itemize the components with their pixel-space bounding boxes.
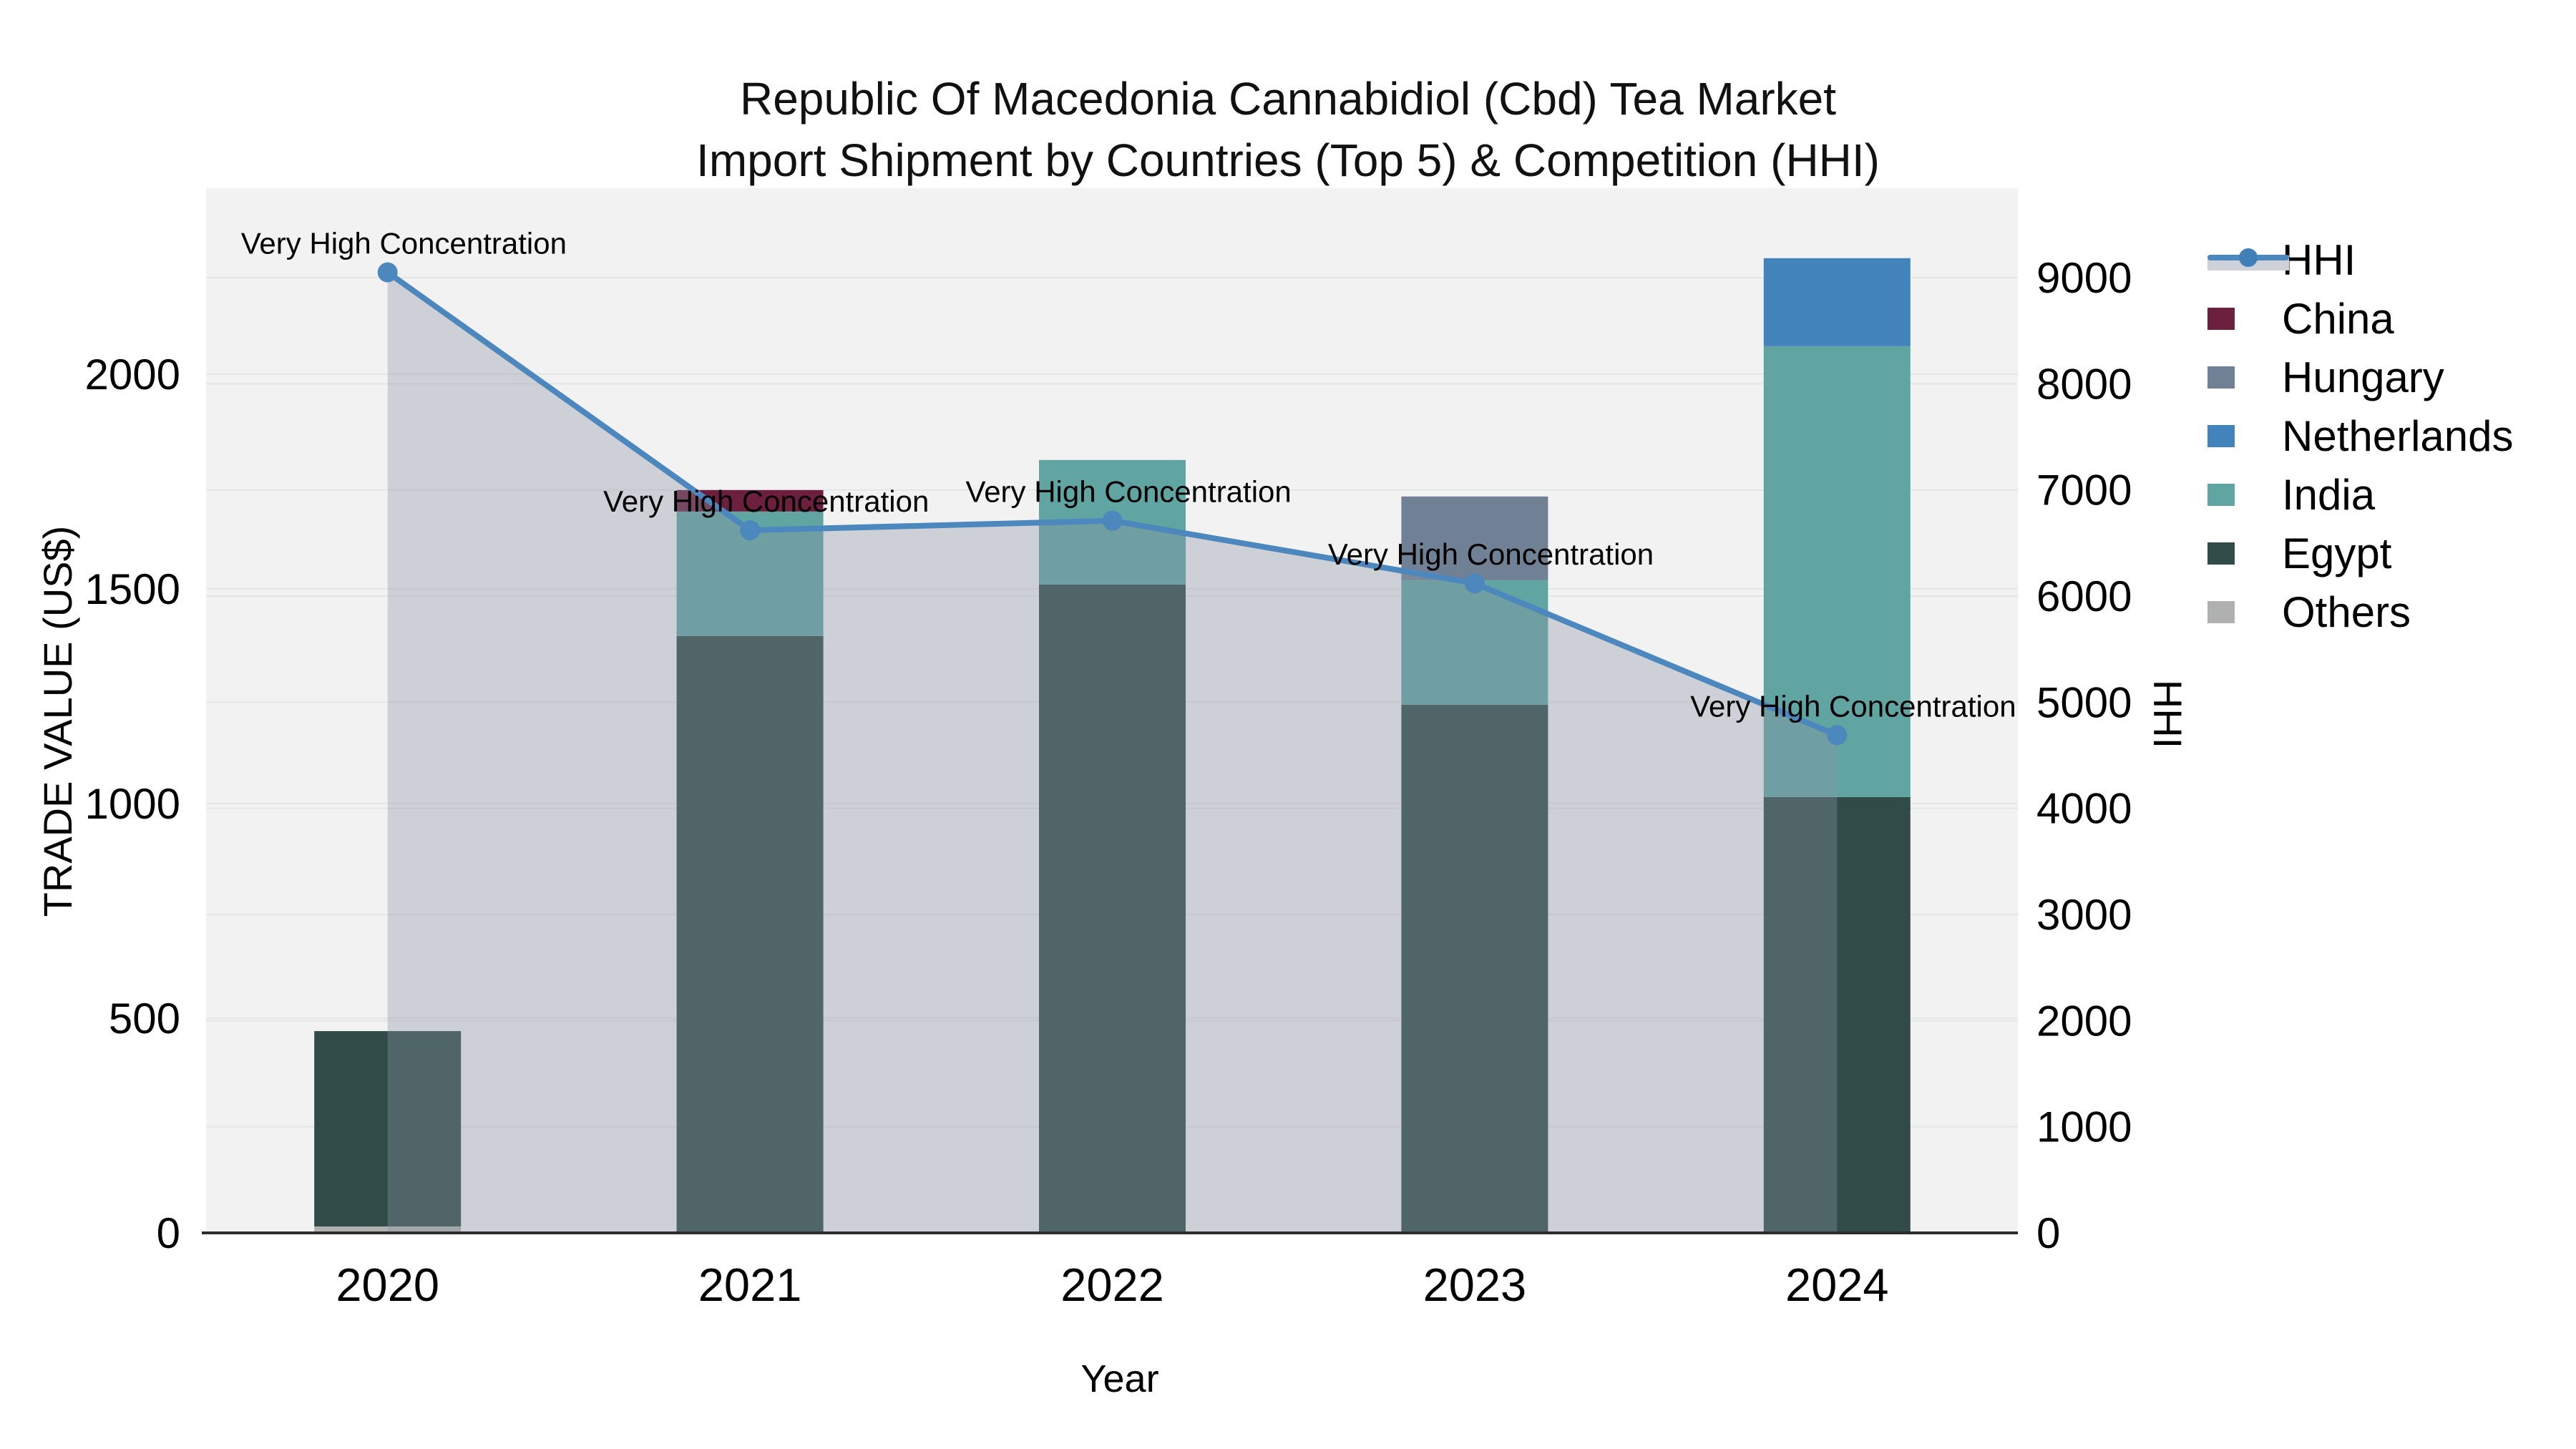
left-tick-1000: 1000 (85, 780, 180, 828)
bar-segment-india-2024 (1763, 346, 1911, 797)
right-tick-2000: 2000 (2036, 997, 2132, 1045)
x-tick-2023: 2023 (1423, 1259, 1527, 1311)
legend-label-egypt: Egypt (2282, 529, 2392, 577)
bar-segment-others-2020 (314, 1226, 462, 1233)
hhi-marker-2023 (1464, 573, 1485, 594)
legend-item-netherlands: Netherlands (2207, 406, 2514, 465)
x-tick-2021: 2021 (698, 1259, 802, 1311)
legend-item-others: Others (2207, 582, 2514, 641)
x-tick-2020: 2020 (336, 1259, 439, 1311)
right-tick-5000: 5000 (2036, 678, 2132, 726)
hhi-area-fill (387, 272, 1838, 1233)
legend-label-india: India (2282, 470, 2376, 519)
annotation-2021: Very High Concentration (603, 484, 929, 518)
hhi-marker-2020 (377, 262, 398, 283)
legend-label-hungary: Hungary (2282, 353, 2444, 401)
legend-swatch-others (2207, 600, 2235, 623)
bar-segment-hungary-2023 (1401, 496, 1548, 580)
left-tick-2000: 2000 (85, 351, 180, 399)
right-tick-1000: 1000 (2036, 1103, 2132, 1151)
annotation-2024: Very High Concentration (1690, 689, 2016, 723)
legend-item-egypt: Egypt (2207, 524, 2514, 582)
left-tick-500: 500 (109, 995, 180, 1043)
chart-title-line1: Republic Of Macedonia Cannabidiol (Cbd) … (739, 73, 1837, 125)
bar-segment-egypt-2021 (676, 635, 824, 1233)
hhi-marker-2024 (1827, 725, 1848, 746)
legend-item-china: China (2207, 289, 2514, 348)
legend-swatch-china (2207, 307, 2235, 330)
annotation-2020: Very High Concentration (241, 227, 567, 260)
x-tick-2024: 2024 (1785, 1259, 1889, 1311)
legend-item-hungary: Hungary (2207, 348, 2514, 406)
legend-item-hhi: HHI (2207, 230, 2514, 289)
x-axis-title: Year (1080, 1357, 1158, 1400)
bar-segment-egypt-2024 (1763, 796, 1911, 1233)
legend: HHI China Hungary Netherlands India Egypt Othe… (2207, 230, 2514, 641)
bar-segment-egypt-2020 (314, 1030, 462, 1226)
left-axis-title: TRADE VALUE (US$) (35, 526, 80, 917)
right-tick-7000: 7000 (2036, 467, 2132, 514)
legend-item-india: India (2207, 465, 2514, 524)
chart-title: Republic Of Macedonia Cannabidiol (Cbd) … (0, 68, 2576, 191)
right-tick-0: 0 (2036, 1209, 2060, 1257)
right-tick-8000: 8000 (2036, 360, 2132, 408)
annotation-2022: Very High Concentration (966, 475, 1292, 509)
left-tick-0: 0 (157, 1209, 180, 1257)
hhi-marker-swatch (2239, 248, 2258, 267)
legend-swatch-india (2207, 483, 2235, 506)
legend-swatch-hungary (2207, 366, 2235, 389)
legend-label-china: China (2282, 294, 2394, 343)
hhi-marker-2022 (1102, 510, 1123, 531)
right-tick-3000: 3000 (2036, 891, 2132, 939)
bar-segment-egypt-2022 (1039, 584, 1186, 1233)
annotation-2023: Very High Concentration (1328, 537, 1654, 571)
bar-segment-netherlands-2024 (1763, 258, 1911, 346)
right-tick-4000: 4000 (2036, 785, 2132, 833)
right-axis-title: HHI (2145, 680, 2190, 748)
legend-label-others: Others (2282, 587, 2411, 636)
legend-swatch-netherlands (2207, 424, 2235, 447)
hhi-line-sample-icon (2207, 248, 2289, 270)
hhi-marker-2021 (740, 520, 761, 541)
right-tick-9000: 9000 (2036, 254, 2132, 302)
chart-title-line2: Import Shipment by Countries (Top 5) & C… (696, 135, 1880, 186)
legend-label-netherlands: Netherlands (2282, 411, 2514, 460)
legend-swatch-egypt (2207, 542, 2235, 565)
right-tick-6000: 6000 (2036, 572, 2132, 620)
legend-label-hhi: HHI (2282, 235, 2356, 284)
x-tick-2022: 2022 (1060, 1259, 1164, 1311)
left-tick-1500: 1500 (85, 565, 180, 613)
bar-segment-egypt-2023 (1401, 704, 1548, 1233)
